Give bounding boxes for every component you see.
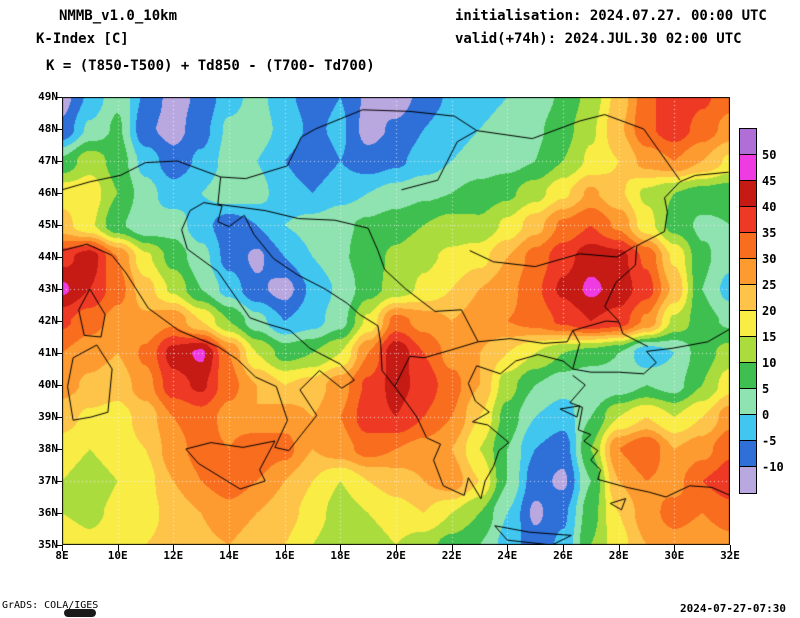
- y-axis-tick: [56, 225, 62, 226]
- colorbar-label: -10: [762, 460, 784, 474]
- y-axis-label: 41N: [38, 346, 58, 359]
- y-axis-tick: [56, 353, 62, 354]
- x-axis-label: 18E: [330, 549, 351, 562]
- y-axis-tick: [56, 289, 62, 290]
- x-axis-tick: [674, 545, 675, 551]
- colorbar-segment: [740, 155, 756, 181]
- x-axis-tick: [507, 545, 508, 551]
- y-axis-label: 48N: [38, 122, 58, 135]
- x-axis-label: 16E: [274, 549, 295, 562]
- y-axis-label: 39N: [38, 410, 58, 423]
- y-axis-tick: [56, 385, 62, 386]
- colorbar-segment: [740, 337, 756, 363]
- y-axis-tick: [56, 129, 62, 130]
- x-axis-label: 24E: [497, 549, 518, 562]
- y-axis-tick: [56, 417, 62, 418]
- colorbar-segment: [740, 389, 756, 415]
- x-axis-tick: [285, 545, 286, 551]
- colorbar-segment: [740, 467, 756, 493]
- colorbar-segment: [740, 415, 756, 441]
- colorbar-label: 25: [762, 278, 777, 292]
- y-axis-tick: [56, 513, 62, 514]
- map-area: [62, 97, 730, 545]
- x-axis-label: 8E: [55, 549, 69, 562]
- y-axis-tick: [56, 321, 62, 322]
- x-axis-tick: [118, 545, 119, 551]
- colorbar-label: 0: [762, 408, 770, 422]
- colorbar: [739, 128, 757, 494]
- x-axis-label: 12E: [163, 549, 184, 562]
- colorbar-label: 35: [762, 226, 777, 240]
- y-axis-label: 49N: [38, 90, 58, 103]
- x-axis-tick: [173, 545, 174, 551]
- x-axis-label: 30E: [664, 549, 685, 562]
- k-index-heatmap-canvas: [62, 97, 730, 545]
- y-axis-label: 35N: [38, 538, 58, 551]
- model-title: NMMB_v1.0_10km: [59, 8, 178, 24]
- colorbar-segment: [740, 259, 756, 285]
- y-axis-tick: [56, 545, 62, 546]
- x-axis-tick: [229, 545, 230, 551]
- y-axis-label: 43N: [38, 282, 58, 295]
- y-axis-label: 42N: [38, 314, 58, 327]
- colorbar-label: 50: [762, 148, 777, 162]
- valid-time: valid(+74h): 2024.JUL.30 02:00 UTC: [455, 31, 742, 47]
- y-axis-label: 40N: [38, 378, 58, 391]
- colorbar-segment: [740, 363, 756, 389]
- colorbar-segment: [740, 311, 756, 337]
- x-axis-label: 28E: [608, 549, 629, 562]
- colorbar-label: 20: [762, 304, 777, 318]
- y-axis-tick: [56, 257, 62, 258]
- initialisation-time: initialisation: 2024.07.27. 00:00 UTC: [455, 8, 767, 24]
- colorbar-label: 10: [762, 356, 777, 370]
- y-axis-label: 46N: [38, 186, 58, 199]
- x-axis-tick: [563, 545, 564, 551]
- x-axis-label: 22E: [441, 549, 462, 562]
- y-axis-tick: [56, 97, 62, 98]
- colorbar-label: -5: [762, 434, 777, 448]
- colorbar-segment: [740, 441, 756, 467]
- colorbar-label: 45: [762, 174, 777, 188]
- y-axis-tick: [56, 193, 62, 194]
- y-axis-label: 37N: [38, 474, 58, 487]
- colorbar-segment: [740, 233, 756, 259]
- y-axis-label: 45N: [38, 218, 58, 231]
- grads-credit: GrADS: COLA/IGES: [2, 600, 99, 611]
- colorbar-segment: [740, 285, 756, 311]
- x-axis-tick: [452, 545, 453, 551]
- y-axis-label: 47N: [38, 154, 58, 167]
- field-title: K-Index [C]: [36, 31, 129, 47]
- colorbar-label: 5: [762, 382, 770, 396]
- x-axis-label: 32E: [720, 549, 740, 562]
- x-axis-label: 26E: [553, 549, 573, 562]
- colorbar-label: 15: [762, 330, 777, 344]
- x-axis-tick: [340, 545, 341, 551]
- colorbar-label: 30: [762, 252, 777, 266]
- y-axis-tick: [56, 161, 62, 162]
- x-axis-label: 20E: [386, 549, 406, 562]
- index-formula: K = (T850-T500) + Td850 - (T700- Td700): [46, 58, 375, 74]
- colorbar-segment: [740, 181, 756, 207]
- bottom-left-mark: [64, 609, 96, 617]
- x-axis-label: 10E: [107, 549, 128, 562]
- x-axis-tick: [730, 545, 731, 551]
- x-axis-tick: [619, 545, 620, 551]
- colorbar-label: 40: [762, 200, 777, 214]
- colorbar-segment: [740, 129, 756, 155]
- creation-timestamp: 2024-07-27-07:30: [680, 602, 786, 615]
- y-axis-label: 36N: [38, 506, 58, 519]
- y-axis-tick: [56, 481, 62, 482]
- x-axis-label: 14E: [219, 549, 239, 562]
- y-axis-tick: [56, 449, 62, 450]
- x-axis-tick: [396, 545, 397, 551]
- x-axis-tick: [62, 545, 63, 551]
- y-axis-label: 38N: [38, 442, 58, 455]
- y-axis-label: 44N: [38, 250, 58, 263]
- colorbar-segment: [740, 207, 756, 233]
